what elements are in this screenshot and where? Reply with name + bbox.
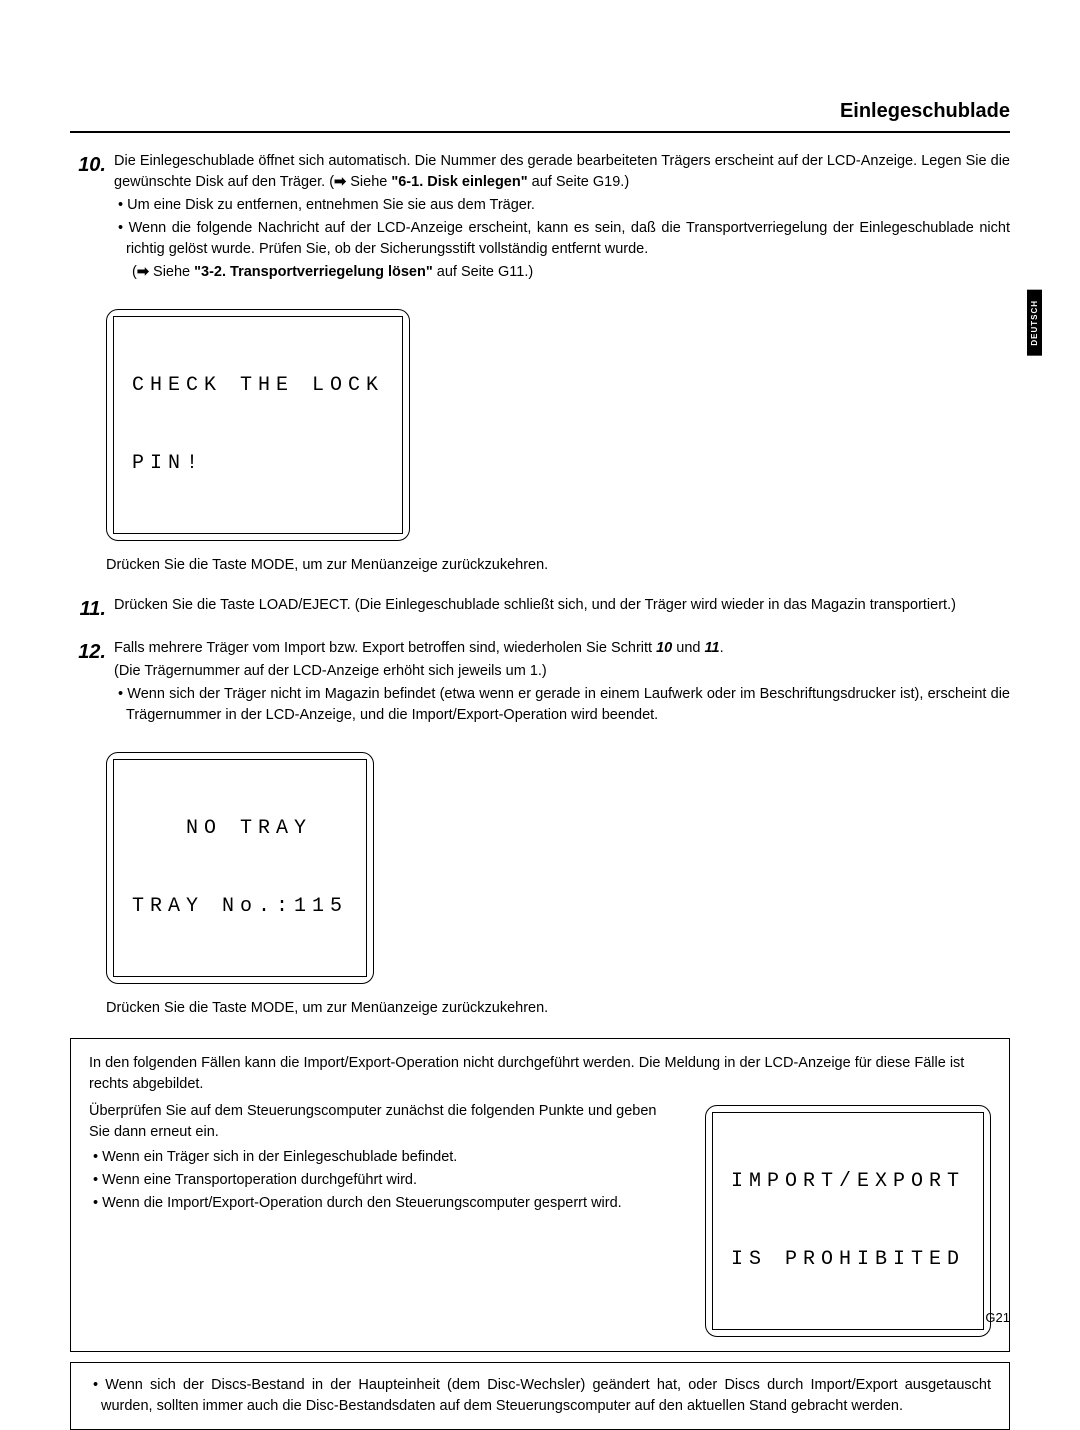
arrow-icon: ➡	[137, 264, 149, 280]
lcd-line: IMPORT/EXPORT	[731, 1169, 965, 1195]
list-item: • Wenn ein Träger sich in der Einlegesch…	[89, 1147, 675, 1168]
step-10: 10. Die Einlegeschublade öffnet sich aut…	[70, 151, 1010, 285]
instruction-text: Drücken Sie die Taste MODE, um zur Menüa…	[106, 557, 1010, 573]
lcd-display: NO TRAY TRAY No.:115	[106, 752, 374, 984]
lcd-display: CHECK THE LOCK PIN!	[106, 309, 410, 541]
step-bullet: • Wenn die folgende Nachricht auf der LC…	[114, 218, 1010, 260]
lcd-line: NO TRAY	[132, 816, 348, 842]
instruction-text: Drücken Sie die Taste MODE, um zur Menüa…	[106, 1000, 1010, 1016]
step-number: 12.	[70, 638, 114, 728]
step-text: (Die Trägernummer auf der LCD-Anzeige er…	[114, 661, 1010, 682]
info-box: • Wenn sich der Discs-Bestand in der Hau…	[70, 1362, 1010, 1430]
step-bullet: • Um eine Disk zu entfernen, entnehmen S…	[114, 195, 1010, 216]
info-box: In den folgenden Fällen kann die Import/…	[70, 1038, 1010, 1352]
step-bullet: (➡ Siehe "3-2. Transportverriegelung lös…	[114, 262, 1010, 283]
step-number: 10.	[70, 151, 114, 285]
step-number: 11.	[70, 595, 114, 624]
step-12: 12. Falls mehrere Träger vom Import bzw.…	[70, 638, 1010, 728]
language-tab: DEUTSCH	[1027, 290, 1042, 356]
step-text: Die Einlegeschublade öffnet sich automat…	[114, 151, 1010, 193]
lcd-display: IMPORT/EXPORT IS PROHIBITED	[705, 1105, 991, 1337]
step-body: Die Einlegeschublade öffnet sich automat…	[114, 151, 1010, 285]
info-text: • Wenn sich der Discs-Bestand in der Hau…	[89, 1375, 991, 1417]
step-body: Falls mehrere Träger vom Import bzw. Exp…	[114, 638, 1010, 728]
step-body: Drücken Sie die Taste LOAD/EJECT. (Die E…	[114, 595, 1010, 624]
info-text: Überprüfen Sie auf dem Steuerungscompute…	[89, 1101, 675, 1143]
lcd-screen: IMPORT/EXPORT IS PROHIBITED	[712, 1112, 984, 1330]
step-text: Drücken Sie die Taste LOAD/EJECT. (Die E…	[114, 595, 1010, 616]
info-text: In den folgenden Fällen kann die Import/…	[89, 1053, 991, 1095]
info-left: Überprüfen Sie auf dem Steuerungscompute…	[89, 1101, 675, 1216]
info-right: IMPORT/EXPORT IS PROHIBITED	[705, 1101, 991, 1337]
page-number: G21	[985, 1310, 1010, 1325]
step-11: 11. Drücken Sie die Taste LOAD/EJECT. (D…	[70, 595, 1010, 624]
lcd-screen: NO TRAY TRAY No.:115	[113, 759, 367, 977]
list-item: • Wenn eine Transportoperation durchgefü…	[89, 1170, 675, 1191]
list-item: • Wenn die Import/Export-Operation durch…	[89, 1193, 675, 1214]
arrow-icon: ➡	[334, 174, 346, 190]
lcd-line: CHECK THE LOCK	[132, 373, 384, 399]
step-text: Falls mehrere Träger vom Import bzw. Exp…	[114, 638, 1010, 659]
section-title: Einlegeschublade	[70, 100, 1010, 123]
step-bullet: • Wenn sich der Träger nicht im Magazin …	[114, 684, 1010, 726]
lcd-line: TRAY No.:115	[132, 894, 348, 920]
info-row: Überprüfen Sie auf dem Steuerungscompute…	[89, 1101, 991, 1337]
title-rule	[70, 131, 1010, 133]
lcd-line: IS PROHIBITED	[731, 1247, 965, 1273]
lcd-screen: CHECK THE LOCK PIN!	[113, 316, 403, 534]
lcd-line: PIN!	[132, 451, 384, 477]
info-list: • Wenn ein Träger sich in der Einlegesch…	[89, 1147, 675, 1214]
